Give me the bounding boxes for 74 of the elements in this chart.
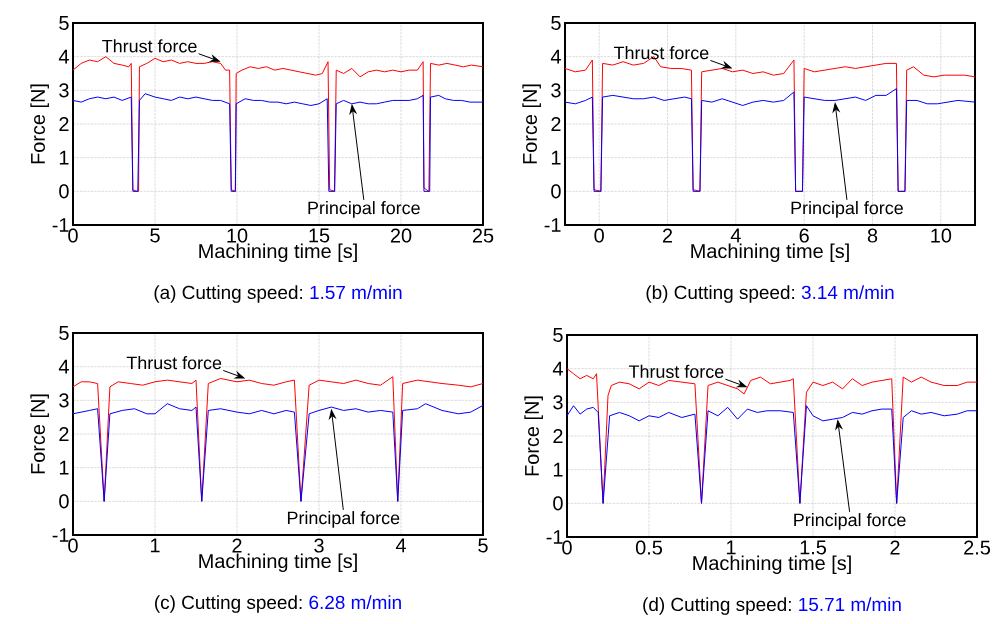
x-tick-label: 2: [662, 228, 673, 243]
text: (c) Cutting speed:: [155, 595, 302, 613]
x-tick-label: 5: [478, 538, 488, 553]
y-tick-label: 4: [550, 49, 561, 64]
annotation: Principal force: [287, 511, 400, 528]
annotation: Principal force: [308, 201, 420, 218]
x-tick-label: 20: [390, 228, 412, 243]
line-series: [567, 405, 978, 504]
text: 15.71 m/min: [799, 597, 901, 612]
y-tick-label: 2: [551, 117, 561, 131]
x-tick-label: 3: [314, 538, 324, 553]
annotation: Thrust force: [126, 356, 222, 370]
y-tick-label: 2: [59, 427, 69, 441]
x-axis-title: Machining time [s]: [691, 243, 849, 263]
annotation: Thrust force: [628, 364, 724, 378]
text: 6.28 m/min: [309, 595, 401, 610]
y-tick-label: 4: [58, 49, 69, 64]
annotation: Principal force: [794, 513, 906, 530]
y-axis-title: Force [N]: [30, 84, 49, 164]
x-tick-label: 10: [227, 228, 248, 243]
x-tick-label: 6: [799, 228, 809, 243]
x-tick-label: 1: [150, 538, 160, 553]
y-tick-label: 5: [553, 328, 563, 342]
annotation: Thrust force: [102, 39, 197, 53]
y-axis-title: Force [N]: [524, 396, 543, 476]
y-tick-label: 5: [59, 16, 69, 30]
y-tick-label: -1: [544, 218, 561, 232]
x-tick-label: 5: [150, 228, 160, 243]
y-tick-label: 5: [551, 16, 561, 30]
y-tick-label: 3: [59, 393, 69, 408]
x-tick-label: 2.5: [964, 540, 991, 555]
x-tick-label: 1: [726, 540, 736, 555]
y-tick-label: 2: [553, 429, 563, 443]
y-tick-label: -1: [546, 530, 563, 544]
x-tick-label: 4: [730, 228, 741, 243]
y-tick-label: 0: [553, 496, 563, 511]
x-tick-label: 1.5: [800, 540, 827, 555]
text: (d) Cutting speed:: [643, 597, 791, 615]
y-tick-label: -1: [52, 528, 69, 542]
text: 1.57 m/min: [310, 285, 402, 300]
x-tick-label: 4: [395, 538, 406, 553]
x-tick-label: 8: [867, 228, 878, 243]
y-axis-title: Force [N]: [522, 84, 541, 164]
y-axis-title: Force [N]: [30, 394, 49, 474]
y-tick-label: 1: [59, 460, 69, 475]
y-tick-label: 5: [59, 326, 69, 340]
y-tick-label: -1: [52, 218, 69, 232]
y-tick-label: 3: [59, 83, 69, 98]
x-tick-label: 2: [890, 540, 900, 555]
x-axis-title: Machining time [s]: [693, 555, 851, 575]
y-tick-label: 4: [58, 359, 69, 374]
annotation: Thrust force: [613, 46, 709, 60]
y-tick-label: 2: [59, 117, 69, 131]
x-tick-label: 2: [232, 538, 242, 553]
y-tick-label: 3: [553, 395, 563, 410]
y-tick-label: 0: [551, 184, 561, 199]
x-axis-title: Machining time [s]: [199, 553, 357, 573]
annotation: Principal force: [791, 201, 903, 218]
x-tick-label: 10: [931, 228, 952, 243]
y-tick-label: 0: [59, 184, 69, 199]
y-tick-label: 1: [553, 462, 563, 477]
y-tick-label: 0: [59, 494, 69, 509]
y-tick-label: 1: [551, 150, 561, 165]
y-tick-label: 3: [551, 83, 561, 98]
x-tick-label: 0: [594, 228, 604, 243]
x-axis-title: Machining time [s]: [199, 243, 357, 263]
y-tick-label: 4: [552, 361, 563, 376]
text: (a) Cutting speed:: [154, 285, 303, 303]
x-tick-label: 25: [472, 228, 494, 243]
x-tick-label: 0.5: [635, 540, 663, 555]
text: 3.14 m/min: [801, 285, 894, 300]
y-tick-label: 1: [59, 150, 69, 165]
x-tick-label: 15: [309, 228, 330, 243]
text: (b) Cutting speed:: [646, 285, 795, 303]
